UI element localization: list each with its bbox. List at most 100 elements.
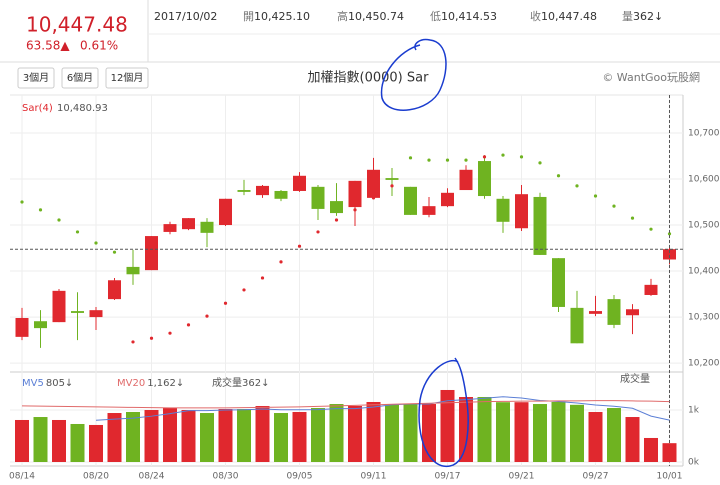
range-button[interactable] [105,67,149,89]
volume-bar [181,410,196,462]
sar-dot [334,218,339,222]
candle-body [496,198,510,222]
legend-ma-value: 1,162↓ [147,378,184,389]
sar-dot [20,200,24,204]
sar-dot [279,260,283,264]
volume-bar [218,409,233,462]
candle-body [626,309,639,316]
range-button-label[interactable]: 12個月 [111,71,144,84]
range-button[interactable] [61,67,99,89]
sar-dot [667,232,672,236]
sar-dot [353,208,357,212]
candle-body [385,178,399,180]
change-pct: 0.61% [80,39,118,53]
volume-bar [163,408,177,462]
candle-body [311,186,325,209]
volume-bar [311,408,325,462]
volume-bar [477,397,492,462]
field: 高10,450.74 [337,9,404,23]
y-tick-label: 0k [688,458,700,468]
sar-dot [186,323,191,327]
sar-dot [538,161,542,165]
sar-dot [112,250,117,254]
range-button-label[interactable]: 3個月 [23,71,49,84]
range-button-label[interactable]: 6個月 [67,71,93,84]
annotation-circle [418,357,469,467]
x-tick-label: 10/01 [657,472,683,482]
volume-bar [200,413,214,462]
x-tick-label: 08/24 [139,472,165,482]
candle-body [182,218,195,230]
sar-dot [223,301,228,305]
candle-body [15,317,29,337]
sar-dot [242,288,246,292]
candle-body [404,186,417,215]
candle-body [663,249,676,260]
legend-volume-name: 成交量 [212,376,242,389]
y-tick-label: 10,700 [688,128,720,138]
price: 10,447.48 [26,13,128,37]
candle-body [237,190,251,192]
range-button[interactable] [17,67,55,89]
volume-bar [329,404,344,462]
candle-body [478,161,491,197]
sar-dot [205,314,209,318]
candle-body [533,196,547,255]
candle-body [459,169,473,191]
field-label: 量 [622,10,633,23]
x-tick-label: 09/21 [509,472,535,482]
field: 量362↓ [622,10,663,23]
sar-dot [316,230,320,234]
volume-bar [89,424,103,462]
candle-body [145,236,158,271]
sar-dot [149,336,154,340]
volume-bar [607,408,621,462]
sar-dot [593,194,598,198]
volume-bar [588,411,603,462]
volume-bar [126,411,140,462]
y-tick-label: 1k [688,406,700,416]
sar-dot [445,158,450,162]
volume-bar [70,423,85,462]
sar-dot [131,340,135,344]
volume-bar [33,417,48,462]
sar-dot [260,276,265,280]
candle-body [89,310,103,318]
buttons: 3個月 6個月 12個月 [17,67,149,89]
y-tick-label: 10,500 [688,221,720,231]
x-tick-label: 08/30 [213,472,239,482]
candle-body [515,194,528,229]
y-tick-label: 10,600 [688,175,720,185]
volume-bar [551,401,566,462]
sar-dot [464,158,468,162]
candle-body [52,290,66,323]
volume-bar [385,404,399,462]
volume-bar [366,401,381,462]
legend-ma-name: MV5 [22,378,44,389]
sar-dot [482,155,487,159]
volume-bar [662,443,677,462]
sar-dot [501,153,505,157]
candle-body [163,224,177,232]
y-tick-label: 10,400 [688,267,720,277]
volume-bar [625,417,640,462]
sar-dot [168,331,172,335]
field-label: 低 [430,10,441,23]
x-tick-label: 09/05 [287,472,313,482]
field-label: 開 [243,10,254,23]
sar-dot [427,158,431,162]
sar-dot [38,208,43,212]
y-tick-label: 10,300 [688,313,720,323]
candle-body [256,185,269,196]
candle-body [367,169,380,198]
candle-body [422,206,436,215]
volume-bar [15,419,29,462]
volume-bar [533,404,547,462]
candle-body [293,175,306,191]
legend-ma-name: MV20 [117,378,145,389]
field-value: 10,425.10 [254,10,310,23]
sar-dot [390,184,394,188]
volume-bar [52,419,66,462]
legend-ma-value: 805↓ [46,378,73,389]
sar-dot [371,196,376,200]
